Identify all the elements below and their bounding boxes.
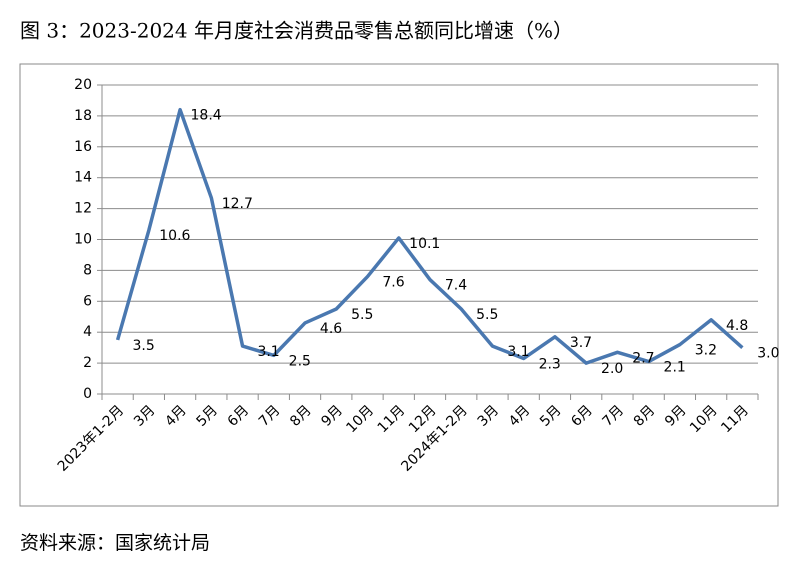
- y-tick-label: 6: [83, 293, 92, 309]
- data-label: 2.0: [601, 361, 623, 377]
- x-tick-label: 3月: [131, 402, 159, 430]
- y-tick-label: 20: [74, 77, 92, 93]
- data-label: 2.1: [664, 360, 686, 376]
- chart-frame: [19, 63, 779, 507]
- x-tick-label: 3月: [475, 402, 503, 430]
- data-label: 3.1: [257, 344, 279, 360]
- data-label: 3.0: [757, 346, 779, 362]
- x-tick-label: 6月: [225, 402, 253, 430]
- x-tick-label: 6月: [568, 402, 596, 430]
- data-line: [115, 107, 744, 365]
- x-tick-label: 7月: [256, 402, 284, 430]
- y-tick-label: 8: [83, 262, 92, 278]
- y-tick-label: 4: [83, 324, 92, 340]
- data-label: 2.5: [289, 353, 311, 369]
- x-tick-label: 10月: [343, 402, 377, 436]
- x-tick-label: 11月: [718, 402, 752, 436]
- x-tick-label: 8月: [631, 402, 659, 430]
- data-label: 3.5: [132, 338, 154, 354]
- y-tick-label: 12: [74, 201, 92, 217]
- y-tick-label: 16: [74, 139, 92, 155]
- x-tick-label: 5月: [537, 402, 565, 430]
- y-tick-label: 0: [83, 386, 92, 402]
- data-label: 12.7: [222, 196, 253, 212]
- x-tick-label: 9月: [318, 402, 346, 430]
- data-label: 3.7: [570, 335, 592, 351]
- x-tick-label: 10月: [687, 402, 721, 436]
- data-label: 10.1: [409, 236, 440, 252]
- data-label: 2.7: [632, 350, 654, 366]
- data-label: 3.1: [507, 344, 529, 360]
- x-tick-label: 9月: [662, 402, 690, 430]
- data-label: 5.5: [476, 307, 498, 323]
- x-tick-label: 4月: [506, 402, 534, 430]
- data-label: 10.6: [159, 228, 190, 244]
- x-tick-label: 5月: [193, 402, 221, 430]
- data-label: 4.6: [320, 321, 342, 337]
- x-tick-label: 2023年1-2月: [55, 402, 127, 474]
- y-tick-label: 10: [74, 232, 92, 248]
- data-label: 18.4: [191, 108, 222, 124]
- y-tick-label: 14: [74, 170, 92, 186]
- x-tick-label: 7月: [600, 402, 628, 430]
- x-tick-label: 4月: [162, 402, 190, 430]
- x-tick-label: 11月: [375, 402, 409, 436]
- source-note: 资料来源：国家统计局: [20, 532, 210, 554]
- data-label: 5.5: [351, 307, 373, 323]
- data-label: 2.3: [539, 356, 561, 372]
- y-tick-label: 18: [74, 108, 92, 124]
- data-label: 4.8: [726, 318, 748, 334]
- chart-title: 图 3：2023-2024 年月度社会消费品零售总额同比增速（%）: [20, 19, 573, 43]
- data-label: 7.6: [382, 275, 404, 291]
- data-label: 3.2: [695, 343, 717, 359]
- x-tick-label: 8月: [287, 402, 315, 430]
- data-label: 7.4: [445, 278, 467, 294]
- y-tick-label: 2: [83, 355, 92, 371]
